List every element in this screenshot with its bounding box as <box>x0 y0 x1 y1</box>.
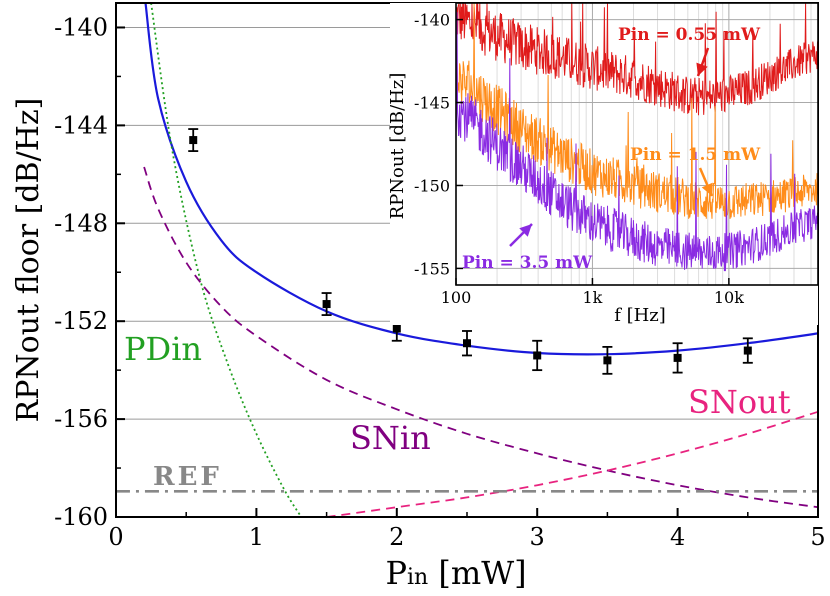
data-point <box>532 339 543 372</box>
y-axis-title: RPNout floor [dB/Hz] <box>11 98 46 423</box>
y-tick-label: -160 <box>54 503 108 531</box>
x-tick-label: 1 <box>249 523 264 551</box>
x-tick-label: 4 <box>670 523 685 551</box>
data-marker <box>743 346 752 355</box>
x-tick-label: 5 <box>810 523 825 551</box>
inset-x-tick-label: 10k <box>714 288 744 307</box>
ref-label: REF <box>153 462 222 492</box>
inset-series-line <box>455 12 819 272</box>
data-marker <box>533 351 542 360</box>
data-point <box>602 345 613 375</box>
y-tick-label: -148 <box>54 209 108 237</box>
inset-plot-frame <box>455 2 819 286</box>
data-marker <box>603 356 612 365</box>
x-axis-title-unit: [mW] <box>428 554 526 592</box>
data-marker <box>392 324 401 333</box>
x-tick-label: 2 <box>389 523 404 551</box>
inset-y-tick-label: -150 <box>414 176 450 195</box>
pdin-label: PDin <box>124 330 202 368</box>
inset-annotation-35mw: Pin = 3.5 mW <box>462 253 593 273</box>
inset-x-axis-title: f [Hz] <box>614 305 666 326</box>
inset-y-axis-title: RPNout [dB/Hz] <box>387 73 408 220</box>
x-tick-label: 0 <box>108 523 123 551</box>
data-marker <box>463 339 471 348</box>
data-point <box>742 337 753 364</box>
series-line-snout <box>326 410 819 518</box>
inset-y-tick-label: -140 <box>414 11 450 30</box>
x-axis-title-main: P <box>385 554 407 592</box>
data-marker <box>673 353 682 362</box>
inset-x-tick-label: 1k <box>583 288 603 307</box>
y-tick-label: -140 <box>54 13 108 41</box>
data-point <box>672 342 683 374</box>
main-axis-ticks: 0 1 2 3 4 5 -160 -156 -152 -148 -144 -140 <box>54 13 826 551</box>
snin-label: SNin <box>350 419 431 457</box>
data-marker <box>322 300 331 309</box>
inset-annotation-055mw: Pin = 0.55 mW <box>618 25 761 45</box>
x-axis-title: Pin [mW] <box>385 554 526 592</box>
y-tick-label: -152 <box>54 307 108 335</box>
inset-series <box>455 2 819 272</box>
y-tick-label: -144 <box>54 111 108 139</box>
arrow-icon <box>509 223 533 247</box>
data-point <box>462 330 472 357</box>
snout-label: SNout <box>688 383 791 421</box>
inset-x-tick-label: 100 <box>441 288 472 307</box>
inset-axis-ticks: 100 1k 10k -155 -150 -145 -140 <box>414 11 744 307</box>
data-point <box>188 128 199 152</box>
series-line-pdin <box>150 2 303 518</box>
inset-y-tick-label: -155 <box>414 259 450 278</box>
data-point <box>321 292 332 316</box>
inset-arrows <box>509 47 714 247</box>
y-tick-label: -156 <box>54 405 108 433</box>
inset-series-line <box>455 2 819 116</box>
inset-y-tick-label: -145 <box>414 94 450 113</box>
data-marker <box>189 136 198 145</box>
x-axis-title-sub: in <box>407 565 428 590</box>
x-tick-label: 3 <box>530 523 545 551</box>
series-line-snin <box>143 166 819 509</box>
inset-annotation-15mw: Pin = 1.5 mW <box>630 145 761 165</box>
inset-series-line <box>455 2 819 219</box>
arrow-icon <box>696 47 710 77</box>
main-points <box>188 128 753 375</box>
arrow-icon <box>698 167 714 197</box>
